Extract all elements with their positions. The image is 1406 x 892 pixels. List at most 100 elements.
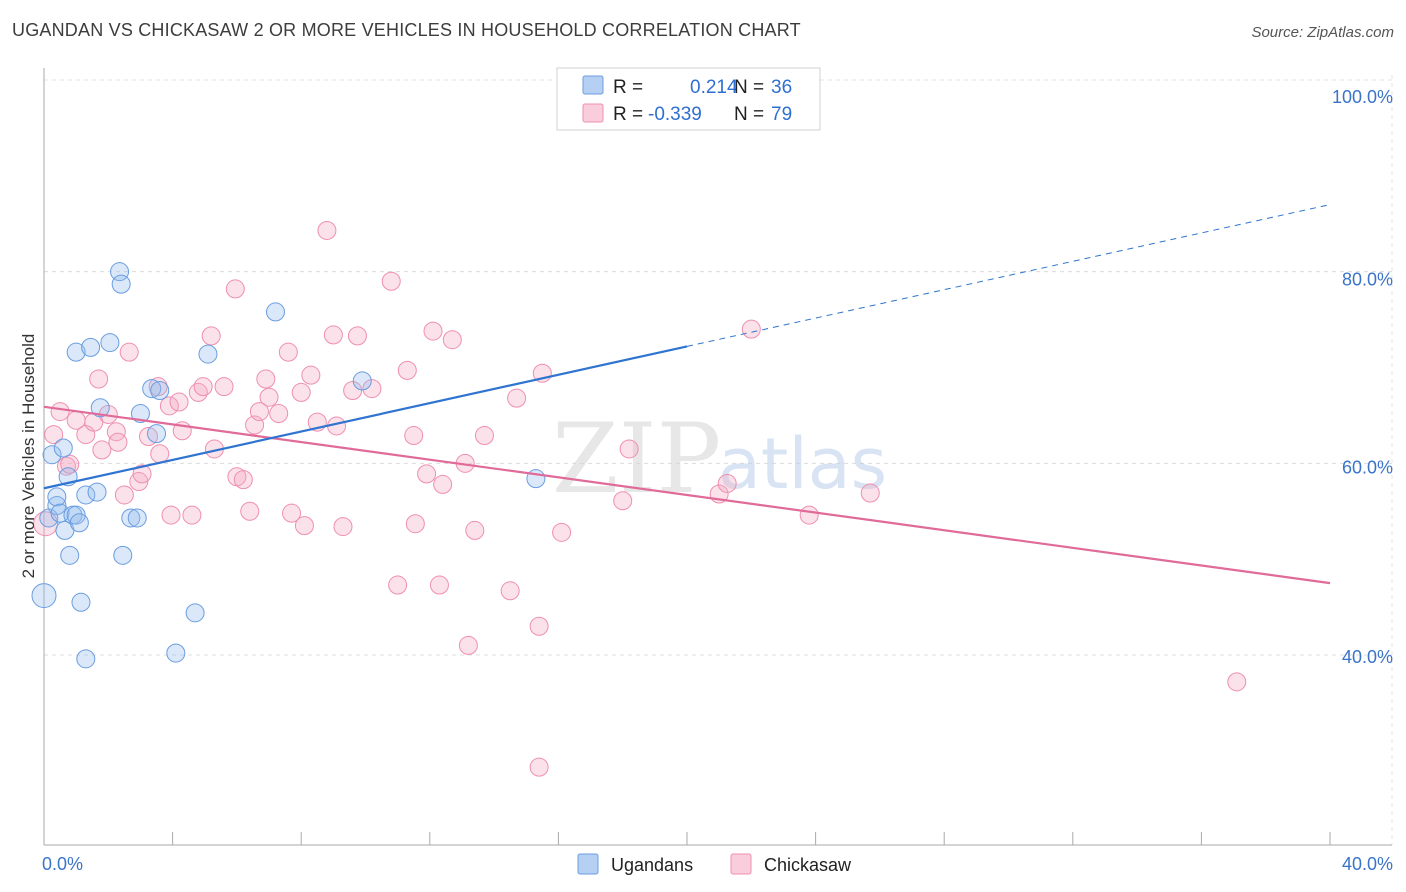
chickasaw-point-20 — [159, 396, 179, 416]
ugandans-point-34 — [352, 371, 372, 391]
chickasaw-trendline — [43, 405, 1331, 585]
ugandans-point-28 — [147, 424, 167, 444]
chickasaw-point-56 — [405, 514, 425, 534]
ugandans-point-30 — [166, 643, 186, 663]
chickasaw-point-33 — [240, 501, 260, 521]
trendlines — [43, 204, 1331, 585]
y-tick-label-0: 40.0% — [1342, 647, 1393, 667]
legend-n-value-1: 36 — [771, 77, 792, 98]
ugandans-point-31 — [185, 603, 205, 623]
chickasaw-point-45 — [317, 220, 337, 240]
legend-r-label-1: R = — [613, 77, 643, 98]
legend-r-label-2: R = — [613, 104, 643, 125]
chickasaw-point-2 — [50, 402, 70, 422]
gridlines — [44, 75, 1393, 845]
chickasaw-point-26 — [193, 377, 213, 397]
ugandans-trendline-extension — [686, 204, 1331, 347]
ugandans-point-2 — [42, 445, 62, 465]
chickasaw-point-13 — [114, 485, 134, 505]
ugandans-point-14 — [71, 592, 91, 612]
legend-swatch-ugandans — [582, 75, 604, 95]
chickasaw-point-24 — [182, 505, 202, 525]
y-tick-labels: 40.0% 60.0% 80.0% 100.0% — [1332, 87, 1393, 667]
chickasaw-point-68 — [529, 616, 549, 636]
legend-n-value-2: 79 — [771, 104, 792, 125]
bottom-legend-swatch-chickasaw — [730, 853, 752, 875]
chickasaw-point-4 — [60, 454, 80, 474]
ugandans-point-18 — [87, 482, 107, 502]
chickasaw-point-29 — [214, 377, 234, 397]
x-tick-labels: 0.0% 40.0% — [42, 854, 1393, 874]
chickasaw-point-15 — [129, 472, 149, 492]
axes — [43, 68, 1392, 846]
ugandans-point-25 — [127, 508, 147, 528]
ugandans-point-12 — [66, 342, 86, 362]
chickasaw-point-14 — [119, 342, 139, 362]
ugandans-point-15 — [76, 649, 96, 669]
chickasaw-point-60 — [433, 474, 453, 494]
chickasaw-point-46 — [323, 325, 343, 345]
chickasaw-point-67 — [507, 388, 527, 408]
ugandans-point-20 — [100, 333, 120, 353]
ugandans-point-26 — [130, 404, 150, 423]
legend: R = 0.214 N = 36 R = -0.339 N = 79 — [556, 67, 821, 131]
bottom-legend: Ugandans Chickasaw — [577, 853, 852, 875]
chickasaw-point-64 — [465, 520, 485, 540]
bottom-legend-ugandans: Ugandans — [611, 855, 693, 875]
chickasaw-point-38 — [269, 404, 289, 423]
ugandans-trendline — [43, 345, 688, 490]
legend-swatch-chickasaw — [582, 103, 604, 123]
bottom-legend-chickasaw: Chickasaw — [764, 855, 852, 875]
ugandans-point-27 — [142, 379, 162, 399]
ugandans-point-16 — [76, 485, 96, 505]
chart-source: Source: ZipAtlas.com — [1251, 24, 1394, 41]
chickasaw-point-72 — [613, 491, 633, 511]
ugandans-point-19 — [90, 398, 110, 418]
ugandans-point-33 — [265, 302, 285, 322]
chickasaw-point-1 — [44, 425, 64, 445]
ugandans-point-9 — [60, 545, 80, 565]
chart-title: UGANDAN VS CHICKASAW 2 OR MORE VEHICLES … — [12, 20, 801, 40]
chickasaw-point-54 — [397, 360, 417, 380]
ugandans-point-24 — [121, 508, 141, 528]
chickasaw-point-59 — [429, 575, 449, 595]
ugandans-point-22 — [111, 274, 131, 294]
chickasaw-point-32 — [233, 470, 253, 490]
watermark-zip: ZIP — [552, 403, 721, 515]
chickasaw-point-27 — [201, 326, 221, 346]
y-axis-title: 2 or more Vehicles in Household — [19, 334, 38, 579]
chickasaw-point-41 — [291, 382, 311, 402]
chickasaw-point-51 — [362, 379, 382, 399]
ugandans-point-6 — [53, 438, 73, 458]
watermark-atlas: atlas — [718, 423, 887, 505]
chickasaw-points — [33, 220, 1247, 777]
ugandans-point-0 — [31, 583, 57, 609]
legend-r-value-1: 0.214 — [690, 77, 738, 98]
chickasaw-point-39 — [278, 342, 298, 362]
legend-n-label-2: N = — [734, 104, 764, 125]
ugandans-point-32 — [198, 344, 218, 364]
chickasaw-point-78 — [860, 483, 880, 503]
chickasaw-point-63 — [458, 635, 478, 655]
ugandans-point-13 — [69, 513, 89, 533]
chickasaw-point-30 — [225, 279, 245, 299]
chickasaw-point-71 — [552, 522, 572, 542]
chickasaw-point-65 — [474, 426, 494, 446]
chickasaw-point-43 — [301, 365, 321, 385]
legend-r-value-2: -0.339 — [648, 104, 702, 125]
chickasaw-point-37 — [259, 387, 279, 407]
chickasaw-point-35 — [249, 402, 269, 422]
chickasaw-point-77 — [799, 505, 819, 525]
ugandans-points — [31, 262, 546, 669]
chickasaw-point-61 — [442, 330, 462, 350]
chickasaw-point-21 — [161, 505, 181, 525]
chickasaw-point-69 — [529, 757, 549, 777]
x-tick-label-0: 0.0% — [42, 854, 83, 874]
ugandans-point-11 — [66, 505, 86, 525]
y-tick-label-3: 100.0% — [1332, 87, 1393, 107]
ugandans-point-21 — [110, 262, 130, 282]
chickasaw-point-58 — [423, 321, 443, 341]
chickasaw-point-57 — [417, 464, 437, 484]
ugandans-point-29 — [150, 381, 170, 400]
chickasaw-point-36 — [256, 369, 276, 389]
